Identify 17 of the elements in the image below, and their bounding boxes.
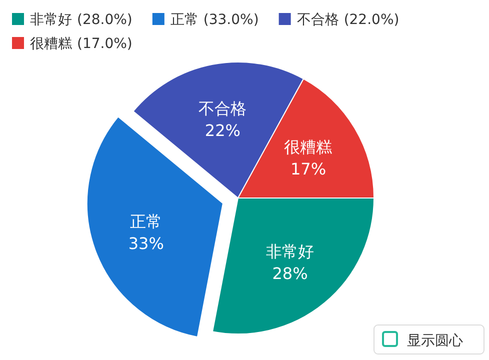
text: (22.0%): [344, 12, 400, 28]
legend-label: 正常: [170, 12, 198, 28]
data-label: 22%: [204, 120, 240, 140]
slice-label: 很糟糕: [284, 137, 332, 156]
text: (33.0%): [203, 12, 259, 28]
slice-label: 正常: [130, 212, 162, 232]
data-label: 33%: [128, 234, 164, 254]
data-label: 28%: [272, 264, 308, 283]
legend-label: 非常好: [30, 12, 72, 28]
control: 显示圆心: [374, 324, 484, 354]
data-label: 17%: [290, 159, 326, 178]
legend-label: 很糟糕: [30, 36, 72, 52]
text: (17.0%): [77, 36, 132, 52]
legend-label: 不合格: [296, 12, 339, 28]
slice-label: 不合格: [198, 98, 247, 118]
slice-label: 非常好: [266, 242, 314, 261]
text: (28.0%): [77, 12, 132, 28]
